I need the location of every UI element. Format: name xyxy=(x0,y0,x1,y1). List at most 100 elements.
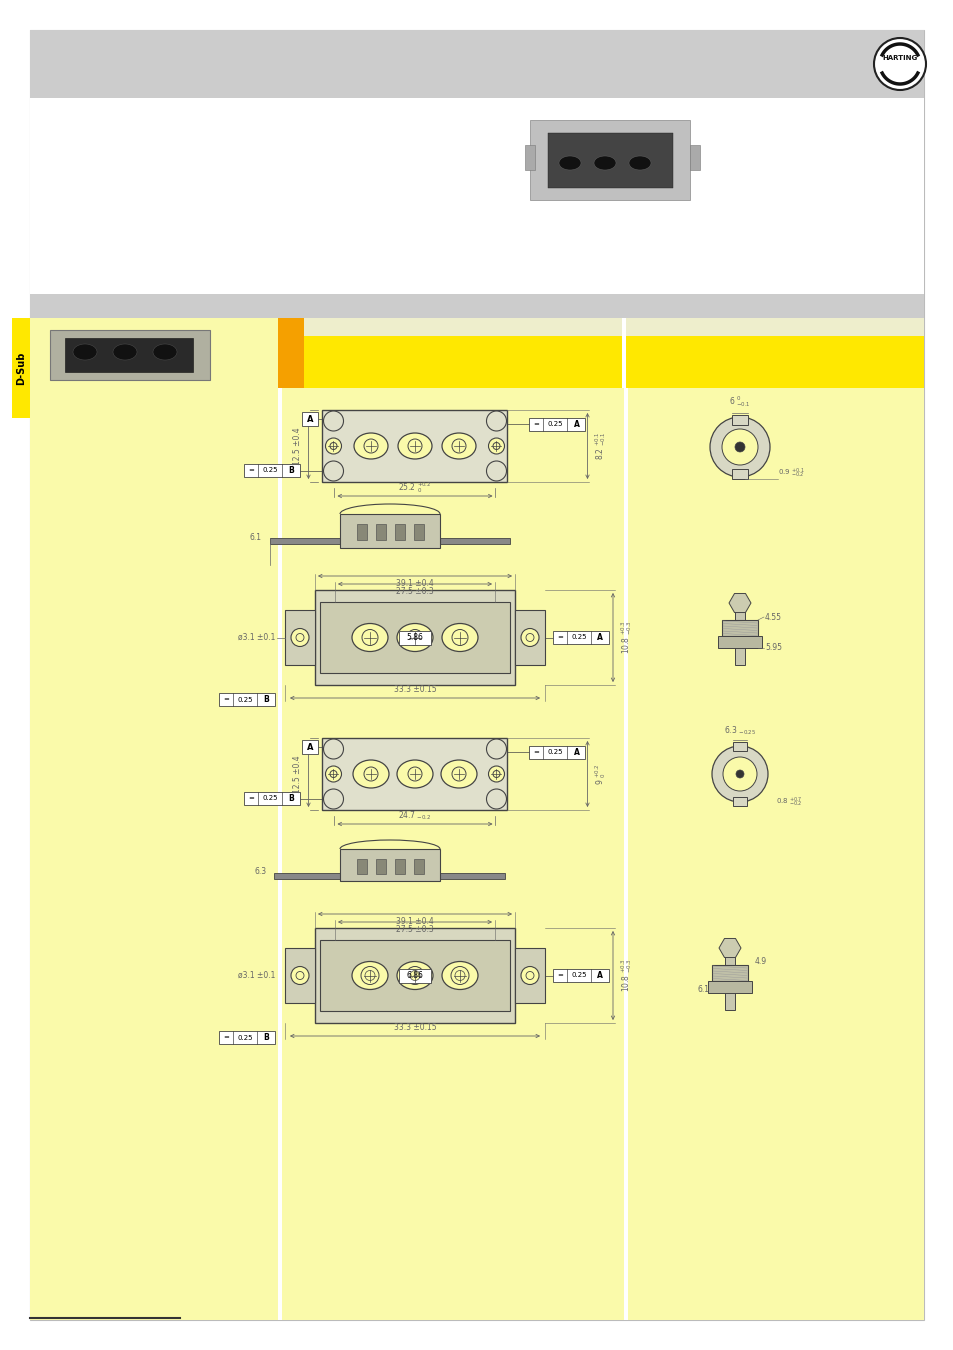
Bar xyxy=(314,590,515,684)
Bar xyxy=(398,968,431,983)
Bar xyxy=(319,940,510,1011)
Text: 12.5 ±0.4: 12.5 ±0.4 xyxy=(294,755,302,792)
Text: 4.9: 4.9 xyxy=(754,957,766,967)
Bar xyxy=(623,387,627,1320)
Text: =: = xyxy=(533,421,538,428)
Text: 0.25: 0.25 xyxy=(547,749,562,756)
Text: B: B xyxy=(289,466,294,475)
Text: 0.25: 0.25 xyxy=(237,1034,253,1041)
Ellipse shape xyxy=(441,961,477,990)
Text: 6 $^{0}_{-0.1}$: 6 $^{0}_{-0.1}$ xyxy=(728,394,750,409)
Circle shape xyxy=(295,972,304,980)
Bar xyxy=(721,620,758,636)
Text: 0.9 $^{+0.1}_{-0.2}$: 0.9 $^{+0.1}_{-0.2}$ xyxy=(778,466,804,479)
Ellipse shape xyxy=(152,344,177,360)
Bar xyxy=(285,948,314,1003)
Bar xyxy=(282,387,623,1320)
Circle shape xyxy=(323,788,343,809)
Text: 10.8 $^{+0.3}_{-0.3}$: 10.8 $^{+0.3}_{-0.3}$ xyxy=(618,621,633,655)
Ellipse shape xyxy=(354,433,388,459)
Text: 0.25: 0.25 xyxy=(547,421,562,428)
Bar xyxy=(395,524,405,540)
Bar xyxy=(339,514,439,548)
Circle shape xyxy=(735,769,743,778)
Circle shape xyxy=(295,633,304,641)
Bar xyxy=(732,743,746,751)
Bar xyxy=(707,981,751,994)
Text: A: A xyxy=(597,971,602,980)
Circle shape xyxy=(323,410,343,431)
Bar xyxy=(65,338,193,373)
Ellipse shape xyxy=(558,157,580,170)
Text: 33.3 ±0.15: 33.3 ±0.15 xyxy=(394,686,436,694)
Circle shape xyxy=(721,429,758,464)
Bar xyxy=(270,539,510,544)
Circle shape xyxy=(408,767,421,782)
Circle shape xyxy=(323,460,343,481)
Text: =: = xyxy=(533,749,538,756)
Ellipse shape xyxy=(352,961,388,990)
Ellipse shape xyxy=(397,433,432,459)
Text: A: A xyxy=(597,633,602,641)
Bar xyxy=(718,636,761,648)
Bar xyxy=(30,99,923,294)
Circle shape xyxy=(452,439,465,454)
Bar xyxy=(30,30,923,99)
Text: 6.1: 6.1 xyxy=(250,533,262,541)
Circle shape xyxy=(488,437,504,454)
Circle shape xyxy=(488,765,504,782)
Circle shape xyxy=(520,629,538,647)
Circle shape xyxy=(734,441,744,452)
Ellipse shape xyxy=(440,760,476,788)
Circle shape xyxy=(486,410,506,431)
Bar xyxy=(302,412,318,427)
Bar xyxy=(356,859,367,873)
Bar xyxy=(414,859,423,873)
Text: B: B xyxy=(263,695,269,703)
Circle shape xyxy=(493,443,499,450)
Circle shape xyxy=(360,967,378,984)
Circle shape xyxy=(406,967,423,984)
Text: 24.7 $_{-0.2}$: 24.7 $_{-0.2}$ xyxy=(398,810,431,822)
Bar xyxy=(30,387,277,1320)
Circle shape xyxy=(330,443,336,450)
Circle shape xyxy=(330,771,336,778)
Bar xyxy=(395,859,405,873)
Text: ø3.1 ±0.1: ø3.1 ±0.1 xyxy=(237,971,274,980)
Text: 0.25: 0.25 xyxy=(262,467,278,474)
Circle shape xyxy=(493,771,499,778)
Ellipse shape xyxy=(441,433,476,459)
Text: A: A xyxy=(307,743,314,752)
Circle shape xyxy=(291,629,309,647)
Circle shape xyxy=(709,417,769,477)
Bar xyxy=(356,524,367,540)
Text: 5.86: 5.86 xyxy=(406,633,423,643)
Text: A: A xyxy=(307,414,314,424)
Bar xyxy=(314,927,515,1023)
Text: =: = xyxy=(223,1034,229,1041)
Bar xyxy=(530,120,689,200)
Text: 4.55: 4.55 xyxy=(764,613,781,621)
Bar xyxy=(277,319,304,387)
Bar xyxy=(547,134,672,188)
Bar xyxy=(732,796,746,806)
Ellipse shape xyxy=(396,760,433,788)
Text: 39.1 ±0.4: 39.1 ±0.4 xyxy=(395,918,434,926)
Bar xyxy=(304,319,623,336)
Circle shape xyxy=(722,757,757,791)
Bar xyxy=(734,595,744,666)
Bar xyxy=(277,387,282,1320)
Text: 6.3: 6.3 xyxy=(254,867,266,876)
Text: 27.5 ±0.3: 27.5 ±0.3 xyxy=(395,926,434,934)
Bar xyxy=(711,965,747,981)
Bar xyxy=(244,792,300,805)
Circle shape xyxy=(520,967,538,984)
Ellipse shape xyxy=(441,624,477,652)
Ellipse shape xyxy=(396,961,433,990)
Bar xyxy=(319,602,510,674)
Text: A: A xyxy=(573,420,578,429)
Text: A: A xyxy=(573,748,578,757)
Text: 5.95: 5.95 xyxy=(764,644,781,652)
Bar xyxy=(12,319,30,418)
Text: 9 $^{+0.2}_{0}$: 9 $^{+0.2}_{0}$ xyxy=(593,763,608,784)
